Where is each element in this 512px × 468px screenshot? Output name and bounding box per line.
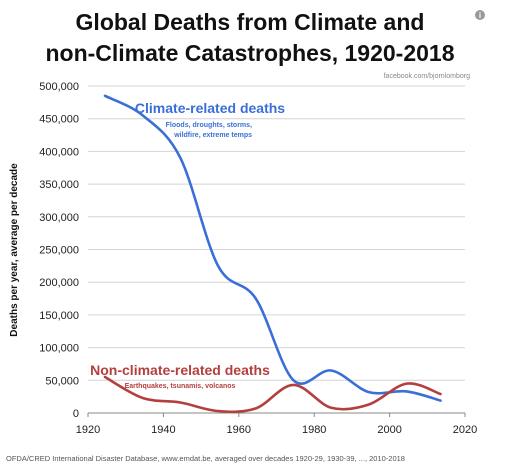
grid: [88, 85, 465, 381]
y-tick-label: 350,000: [39, 179, 79, 191]
x-tick-label: 1960: [227, 424, 251, 436]
y-tick-label: 300,000: [39, 212, 79, 224]
y-tick-label: 200,000: [39, 277, 79, 289]
y-axis-label: Deaths per year, average per decade: [9, 163, 20, 337]
info-icon[interactable]: i: [475, 10, 485, 20]
x-tick-label: 1940: [151, 424, 175, 436]
x-tick-label: 2020: [453, 424, 477, 436]
legend-climate-label: Climate-related deaths: [135, 100, 285, 116]
y-tick-label: 50,000: [45, 375, 79, 387]
y-tick-label: 150,000: [39, 310, 79, 322]
legend-non-climate-annotation: Earthquakes, tsunamis, volcanos: [125, 383, 236, 390]
climate-related-deaths-line: [103, 94, 442, 402]
y-tick-label: 450,000: [39, 114, 79, 126]
legend-climate-annotation-line-2: wildfire, extreme temps: [173, 132, 252, 139]
chart-title-line-1: Global Deaths from Climate and: [76, 9, 425, 35]
y-tick-label: 100,000: [39, 343, 79, 355]
non-climate-related-deaths-line: [103, 375, 442, 414]
attribution: facebook.com/bjornlomborg: [384, 73, 470, 80]
x-tick-label: 1920: [76, 424, 100, 436]
y-tick-label: 250,000: [39, 245, 79, 257]
x-tick-label: 2000: [377, 424, 401, 436]
y-axis-ticks: 0 50,000 100,000 150,000 200,000 250,000 300,0…: [39, 81, 79, 420]
legend-climate-annotation-line-1: Floods, droughts, storms,: [166, 122, 252, 129]
y-tick-label: 500,000: [39, 81, 79, 93]
y-tick-label: 400,000: [39, 146, 79, 158]
chart-title-line-2: non-Climate Catastrophes, 1920-2018: [45, 40, 454, 66]
svg-text:i: i: [479, 11, 481, 20]
legend-non-climate-label: Non-climate-related deaths: [90, 362, 270, 378]
x-axis-ticks: 1920 1940 1960 1980 2000 2020: [76, 413, 477, 436]
series-lines: [103, 94, 442, 414]
y-tick-label: 0: [73, 408, 79, 420]
source-note: OFDA/CRED International Disaster Databas…: [6, 454, 405, 463]
x-tick-label: 1980: [302, 424, 326, 436]
